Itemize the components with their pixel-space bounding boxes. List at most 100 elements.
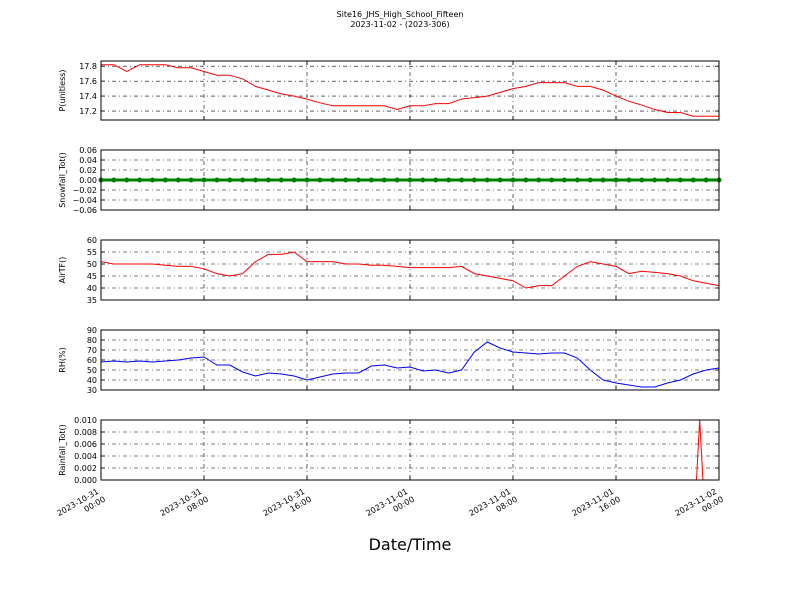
figure-title: Site16_JHS_High_School_Fifteen <box>337 10 464 19</box>
x-tick-label: 2023-10-3116:00 <box>261 486 313 527</box>
y-tick-label: 35 <box>87 296 97 305</box>
y-tick-label: 17.4 <box>79 92 97 101</box>
data-point <box>574 177 580 183</box>
x-tick-label: 2023-11-0116:00 <box>570 486 622 527</box>
panel: 35 40 45 50 55 60 AirTF() <box>58 236 720 305</box>
data-point <box>356 177 361 183</box>
data-line <box>101 341 719 388</box>
y-tick-label: 50 <box>87 260 97 269</box>
data-point <box>639 177 645 183</box>
data-point <box>549 177 555 183</box>
data-point <box>278 177 284 183</box>
data-point <box>175 177 181 183</box>
y-tick-label: −0.02 <box>72 186 97 195</box>
panel: −0.06−0.04−0.020.000.020.040.06 Snowfall_… <box>58 146 722 215</box>
data-point <box>536 177 542 183</box>
panel: 17.2 17.4 17.6 17.8 P(unitless) <box>58 60 720 121</box>
y-tick-label: 60 <box>87 356 97 365</box>
x-tick-label: 2023-10-3108:00 <box>158 486 210 527</box>
data-point <box>523 177 529 183</box>
data-point <box>253 177 258 183</box>
y-tick-label: 40 <box>87 376 97 385</box>
data-point <box>471 177 477 183</box>
data-point <box>265 177 271 183</box>
data-point <box>677 177 683 183</box>
y-tick-label: 0.008 <box>74 428 97 437</box>
y-tick-label: 0.004 <box>74 452 97 461</box>
data-line <box>101 64 719 117</box>
y-tick-label: −0.04 <box>72 196 97 205</box>
data-point <box>420 177 426 183</box>
x-tick-label: 2023-10-3100:00 <box>55 486 107 527</box>
y-axis-label: Rainfall_Tot() <box>58 424 67 476</box>
y-tick-label: 90 <box>87 326 97 335</box>
data-point <box>497 177 503 183</box>
data-point <box>600 177 606 183</box>
data-point <box>188 177 194 183</box>
y-tick-label: 40 <box>87 284 97 293</box>
axes-frame <box>100 419 720 481</box>
data-point <box>613 177 619 183</box>
data-point <box>240 177 246 183</box>
axes-frame <box>100 60 720 121</box>
y-tick-label: 55 <box>87 248 97 257</box>
y-tick-label: 30 <box>87 386 97 395</box>
data-point <box>137 177 143 183</box>
data-point <box>484 177 490 183</box>
data-point <box>150 177 155 183</box>
y-tick-label: 60 <box>87 236 97 245</box>
y-axis-label: RH(%) <box>58 347 67 372</box>
data-point <box>291 177 297 183</box>
data-point <box>665 177 670 183</box>
y-tick-label: 45 <box>87 272 97 281</box>
data-point <box>304 177 310 183</box>
data-point <box>690 177 696 183</box>
data-point <box>587 177 593 183</box>
y-axis-label: P(unitless) <box>58 69 67 111</box>
data-point <box>407 177 413 183</box>
data-point <box>214 177 220 183</box>
data-point <box>433 177 439 183</box>
y-tick-label: 0.02 <box>79 166 97 175</box>
data-point <box>510 177 516 183</box>
y-tick-label: 0.000 <box>74 476 97 485</box>
y-tick-label: 0.04 <box>79 156 97 165</box>
y-tick-label: 70 <box>87 346 97 355</box>
data-point <box>562 177 567 183</box>
data-point <box>317 177 323 183</box>
x-tick-label: 2023-11-0100:00 <box>364 486 416 527</box>
y-tick-label: 17.6 <box>79 77 97 86</box>
x-tick-label: 2023-11-0108:00 <box>467 486 519 527</box>
y-tick-label: 0.006 <box>74 440 97 449</box>
x-tick-label: 2023-11-0200:00 <box>673 486 725 527</box>
data-point <box>381 177 387 183</box>
data-point <box>124 177 130 183</box>
y-tick-label: 0.00 <box>79 176 97 185</box>
y-tick-label: −0.06 <box>72 206 97 215</box>
y-tick-label: 0.002 <box>74 464 97 473</box>
data-point <box>446 177 452 183</box>
axes-frame <box>100 239 720 301</box>
data-point <box>201 177 207 183</box>
y-tick-label: 0.010 <box>74 416 97 425</box>
y-axis-label: AirTF() <box>58 257 67 284</box>
data-point <box>368 177 374 183</box>
data-point <box>703 177 709 183</box>
data-point <box>162 177 168 183</box>
data-point <box>330 177 336 183</box>
figure-subtitle: 2023-11-02 - (2023-306) <box>350 20 449 29</box>
y-tick-label: 17.8 <box>79 62 97 71</box>
data-point <box>394 177 400 183</box>
y-tick-label: 0.06 <box>79 146 97 155</box>
y-tick-label: 50 <box>87 366 97 375</box>
data-point <box>459 177 464 183</box>
data-line <box>101 251 719 289</box>
axes-frame <box>100 149 720 211</box>
data-point <box>652 177 658 183</box>
x-axis-label: Date/Time <box>369 535 452 554</box>
y-tick-label: 80 <box>87 336 97 345</box>
y-tick-label: 17.2 <box>79 107 97 116</box>
axes-frame <box>100 329 720 391</box>
